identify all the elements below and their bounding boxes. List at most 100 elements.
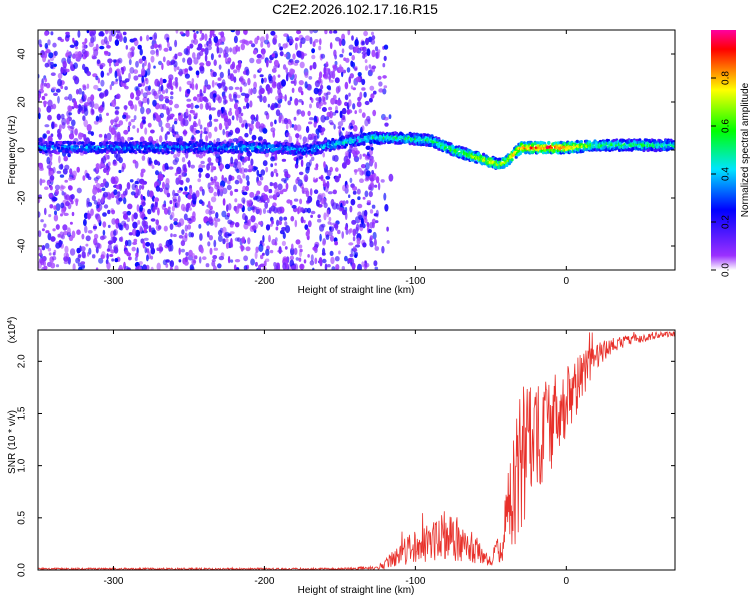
spectrogram-noise-cell [48,252,52,256]
spectrogram-noise-cell [388,114,392,119]
spectrogram-noise-cell [54,210,57,215]
spectrogram-noise-cell [191,193,197,201]
spectrogram-noise-cell [212,33,216,38]
spectrogram-noise-cell [49,204,54,209]
spectrogram-signal-cell [63,145,67,149]
spectrogram-noise-cell [161,89,166,94]
spectrogram-noise-cell [128,232,133,236]
spectrogram-noise-cell [284,246,288,250]
spectrogram-noise-cell [222,128,225,136]
spectrogram-noise-cell [213,191,218,197]
spectrogram-noise-cell [44,78,48,83]
spectrogram-noise-cell [383,44,389,50]
spectrogram-noise-cell [321,107,327,112]
spectrogram-noise-cell [198,256,202,264]
spectrogram-noise-cell [172,81,178,86]
spectrogram-noise-cell [173,233,177,238]
colorbar-gradient [711,30,736,270]
spectrogram-noise-cell [114,106,120,110]
spectrogram-noise-cell [51,86,57,91]
spectrogram-noise-cell [73,62,78,69]
spectrogram-noise-cell [97,198,101,205]
spectrogram-noise-cell [175,30,179,34]
spectrogram-signal-cell [260,148,264,152]
spectrogram-noise-cell [107,209,111,215]
spectrogram-noise-cell [298,257,302,262]
spectrogram-noise-cell [361,40,366,46]
spectrogram-noise-cell [144,246,148,254]
spectrogram-noise-cell [237,203,243,209]
spectrogram-noise-cell [361,125,365,132]
spectrogram-noise-cell [83,219,87,226]
spectrogram-noise-cell [83,119,88,128]
spectrogram-noise-cell [285,182,289,190]
spectrogram-noise-cell [331,202,338,210]
spectrogram-noise-cell [296,50,302,58]
spectrogram-noise-cell [229,47,233,53]
spectrogram-noise-cell [77,30,81,38]
spectrogram-noise-cell [262,51,265,60]
spectrogram-noise-cell [295,239,301,245]
spectrogram-noise-cell [282,64,287,70]
spectrogram-noise-cell [217,188,221,197]
spectrogram-noise-cell [72,40,77,44]
spectrogram-signal-cell [359,142,363,146]
spectrogram-noise-cell [111,209,116,215]
spectrogram-noise-cell [274,237,278,243]
spectrogram-noise-cell [163,47,169,52]
spectrogram-noise-cell [101,101,105,108]
spectrogram-noise-cell [256,58,262,64]
spectrogram-noise-cell [325,234,330,240]
spectrogram-noise-cell [246,180,250,186]
spectrogram-noise-cell [310,210,316,215]
spectrogram-noise-cell [157,44,161,48]
spectrogram-noise-cell [325,61,329,68]
spectrogram-noise-cell [103,167,107,173]
spectrogram-signal-cell [617,148,622,152]
spectrogram-noise-cell [294,98,299,106]
spectrogram-noise-cell [193,38,199,45]
spectrogram-noise-cell [150,45,155,50]
spectrogram-signal-cell [342,136,346,140]
spectrogram-noise-cell [347,257,353,264]
spectrogram-noise-cell [149,36,153,40]
spectrogram-noise-cell [279,51,284,57]
spectrogram-signal-cell [230,142,234,146]
spectrogram-noise-cell [372,109,377,117]
spectrogram-noise-cell [309,30,314,34]
spectrogram-noise-cell [40,179,46,183]
spectrogram-noise-cell [382,62,386,68]
spectrogram-signal-cell [180,147,184,151]
spectrogram-noise-cell [355,37,358,44]
spectrogram-noise-cell [248,88,251,97]
spectrogram-noise-cell [108,67,113,74]
spectrogram-noise-cell [284,94,287,102]
spectrogram-noise-cell [272,75,276,82]
spectrogram-noise-cell [149,242,155,250]
spectrogram-noise-cell [285,67,289,74]
spectrogram-noise-cell [229,162,234,167]
spectrogram-signal-cell [117,147,122,151]
spectrogram-noise-cell [321,95,326,103]
spectrogram-noise-cell [293,198,299,202]
spectrogram-noise-cell [66,56,71,64]
spectrogram-noise-cell [271,68,277,73]
spectrogram-noise-cell [168,126,174,132]
spectrogram-noise-cell [168,166,174,170]
spectrogram-noise-cell [333,30,338,34]
spectrogram-noise-cell [225,238,229,243]
spectrogram-noise-cell [349,73,354,79]
x-tick-label: 0 [564,276,570,287]
spectrogram-noise-cell [114,62,119,67]
spectrogram-noise-cell [38,230,42,238]
spectrogram-signal-cell [282,142,286,146]
spectrogram-noise-cell [304,81,308,89]
spectrogram-noise-cell [158,173,164,182]
spectrogram-noise-cell [138,58,143,64]
spectrogram-noise-cell [255,246,259,253]
spectrogram-noise-cell [87,230,93,234]
spectrogram-noise-cell [245,69,250,76]
spectrogram-noise-cell [352,186,358,191]
spectrogram-noise-cell [103,204,109,209]
snr-x-axis: -300 -200 -100 0 [103,330,570,587]
